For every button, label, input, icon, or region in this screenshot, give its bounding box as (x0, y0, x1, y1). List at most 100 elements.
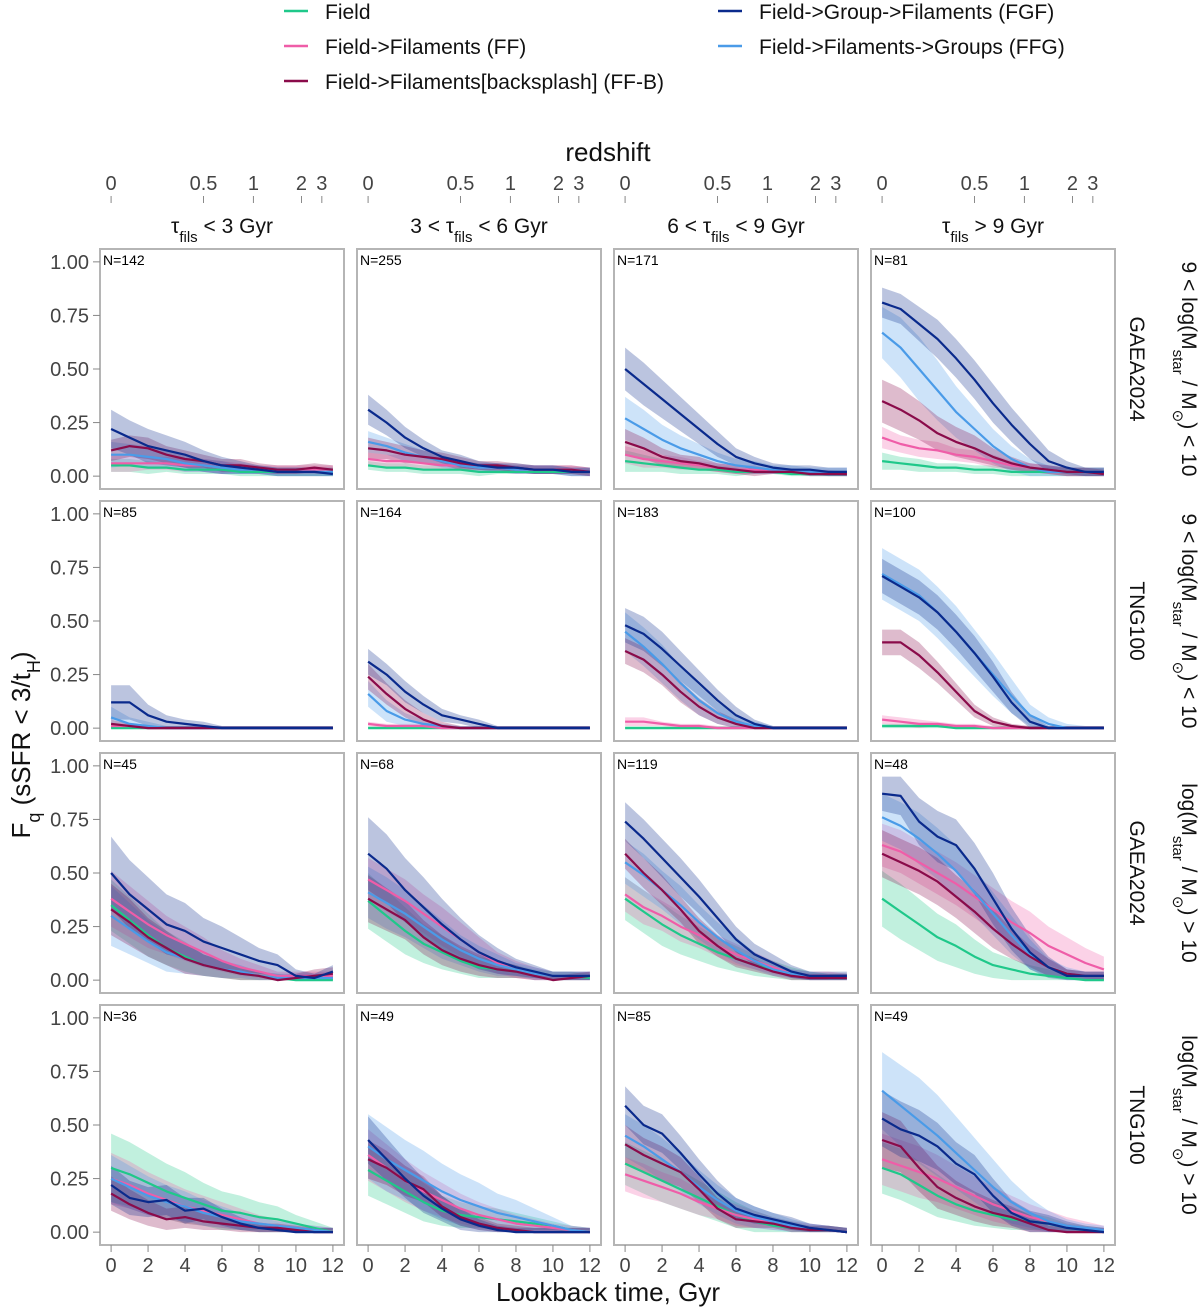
column-header: 6 < τfils < 9 Gyr (667, 215, 805, 246)
mass-label-mid: / M (1177, 375, 1200, 410)
sample-size-label: N=119 (617, 756, 658, 772)
redshift-tick-label: 0.5 (190, 173, 218, 195)
x-tick-label: 6 (216, 1255, 227, 1277)
x-axis-title: Lookback time, Gyr (496, 1277, 720, 1307)
x-tick-label: 0 (363, 1255, 374, 1277)
row-strip-mass-range: log(Mstar / M⊙) > 10 (1170, 1035, 1200, 1214)
row-strip-mass-range: log(Mstar / M⊙) > 10 (1170, 783, 1200, 962)
column-headers: τfils < 3 Gyr 3 < τfils < 6 Gyr 6 < τfils … (171, 215, 1044, 246)
ribbon-ff (625, 1157, 847, 1233)
series-line-ffg (624, 417, 847, 473)
panel-background (100, 753, 344, 993)
panel-r0-c3: N=81 (870, 248, 1116, 490)
sample-size-label: N=255 (360, 252, 402, 268)
ribbon-fgf (625, 1086, 847, 1233)
y-tick-label: 0.50 (50, 863, 89, 885)
ribbon-field (625, 450, 847, 477)
series-line-fgf (367, 660, 590, 730)
panel-r1-c3: N=100 (870, 500, 1116, 742)
y-title-condition: (sSFR < 3/t (6, 672, 36, 812)
ribbon-ffg (625, 840, 847, 981)
series-line-ffb (624, 1143, 848, 1234)
x-tick-label: 4 (693, 1255, 704, 1277)
y-tick-label: 0.00 (50, 970, 89, 992)
mass-label-subscript-sun: ⊙ (1170, 410, 1187, 423)
panel-background (100, 249, 344, 489)
y-title-main: F (6, 823, 36, 839)
redshift-tick-label: 1 (762, 173, 773, 195)
x-tick-label: 8 (1024, 1255, 1035, 1277)
sample-size-label: N=164 (360, 504, 402, 520)
ribbon-ffg (111, 885, 333, 981)
x-tick-label: 10 (799, 1255, 821, 1277)
mass-label-prefix: log(M (1177, 783, 1200, 836)
redshift-tick-label: 0.5 (704, 173, 732, 195)
redshift-tick-label: 3 (1087, 173, 1098, 195)
column-header-subscript: fils (179, 229, 197, 246)
series-line-ffb (110, 908, 334, 982)
x-axis: Lookback time, Gyr 0 2 4 6 8 10 12 0 2 4 6 8 10 12 0 2 4… (106, 1245, 1115, 1307)
redshift-tick-label: 3 (573, 173, 584, 195)
panel-r3-c2: N=85 (613, 1004, 859, 1246)
panel-background (357, 501, 601, 741)
sample-size-label: N=81 (874, 252, 908, 268)
sample-size-label: N=48 (874, 756, 908, 772)
y-tick-label: 0.50 (50, 1115, 89, 1137)
redshift-tick-label: 0.5 (447, 173, 475, 195)
series-line-field (881, 897, 1104, 982)
panel-background (357, 1005, 601, 1245)
ribbon-ffb (111, 883, 333, 981)
series-line-ffb (367, 897, 591, 982)
legend-item-field: Field (284, 1, 371, 24)
column-header-prefix: τ (171, 215, 180, 238)
redshift-tick-label: 0 (106, 173, 117, 195)
ribbon-field (368, 873, 590, 981)
ribbon-ffb (882, 1112, 1104, 1233)
mass-label-suffix: ) < 10 (1177, 422, 1200, 476)
redshift-tick-label: 2 (553, 173, 564, 195)
panel-border (356, 248, 602, 490)
series-line-fgf (881, 792, 1104, 978)
ribbon-fgf (882, 558, 1104, 729)
y-tick-label: 1.00 (50, 1008, 89, 1030)
mass-label-mid: / M (1177, 627, 1200, 662)
y-axis: Fq (sSFR < 3/tH) 0.00 0.25 0.50 0.75 1.00 0.0… (6, 252, 100, 1244)
redshift-tick-label: 1 (505, 173, 516, 195)
y-title-close: ) (6, 652, 36, 661)
x-tick-label: 4 (179, 1255, 190, 1277)
series-line-fgf (110, 428, 334, 476)
column-header-suffix: < 9 Gyr (729, 215, 804, 238)
legend-item-fgf: Field->Group->Filaments (FGF) (718, 1, 1054, 24)
sample-size-label: N=49 (874, 1008, 908, 1024)
series-line-ffb (624, 852, 847, 980)
panel-background (614, 1005, 858, 1245)
ribbon-ffg (882, 548, 1104, 729)
ribbon-field (882, 1142, 1104, 1233)
x-tick-label: 12 (579, 1255, 601, 1277)
ribbon-ff (882, 823, 1104, 981)
y-tick-label: 0.00 (50, 466, 89, 488)
sample-size-label: N=85 (617, 1008, 651, 1024)
y-tick-label: 0.75 (50, 1061, 89, 1083)
series-line-fgf (367, 408, 590, 473)
panels: N=142 N=255 N=171 N=81 N=85 N=164 N=183 N=100 N=… (99, 248, 1116, 1246)
panel-border (356, 500, 602, 742)
y-tick-label: 0.25 (50, 665, 89, 687)
panel-r2-c0: N=45 (99, 752, 345, 994)
panel-background (614, 501, 858, 741)
row-strip-simulation: GAEA2024 (1125, 316, 1148, 421)
series-line-ffg (367, 1145, 591, 1234)
redshift-tick-label: 1 (1019, 173, 1030, 195)
x-tick-label: 12 (322, 1255, 344, 1277)
row-strip-mass-range: 9 < log(Mstar / M⊙) < 10 (1170, 513, 1200, 728)
ribbon-ffb (368, 875, 590, 981)
panel-r0-c2: N=171 (613, 248, 859, 490)
panel-background (100, 501, 344, 741)
legend-item-ffg: Field->Filaments->Groups (FFG) (718, 36, 1065, 59)
panel-r2-c3: N=48 (870, 752, 1116, 994)
series-line-ffb (624, 440, 847, 476)
redshift-axis: redshift 0 0.5 1 2 3 0 0.5 1 2 3 0 0.5 1 2 3 0 0.5 1 2 3 (106, 137, 1098, 203)
x-tick-label: 2 (399, 1255, 410, 1277)
redshift-tick-label: 0.5 (961, 173, 989, 195)
row-strip-mass-range: 9 < log(Mstar / M⊙) < 10 (1170, 261, 1200, 476)
